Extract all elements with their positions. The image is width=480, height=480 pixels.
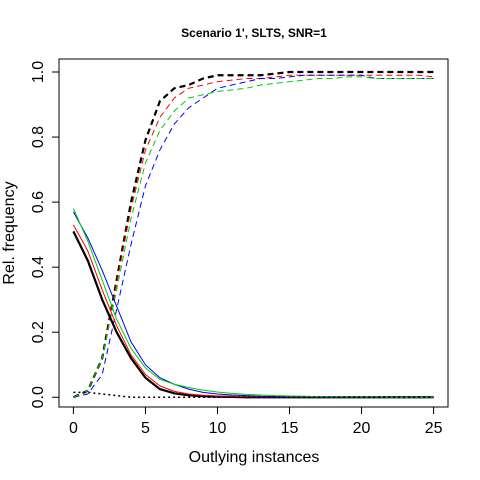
series-line-3	[73, 74, 434, 398]
x-tick-label: 5	[141, 420, 150, 437]
x-axis: 0 5 10 15 20 25	[69, 406, 443, 437]
x-axis-label: Outlying instances	[189, 449, 320, 466]
y-tick-label: 1.0	[30, 61, 47, 83]
y-tick-label: 0.4	[30, 256, 47, 278]
series-line-6	[72, 224, 434, 398]
y-tick-label: 0.0	[30, 386, 47, 408]
chart-title: Scenario 1', SLTS, SNR=1	[181, 26, 327, 40]
y-axis-label: Rel. frequency	[1, 181, 18, 284]
series-line-7	[72, 211, 434, 398]
series-line-4	[73, 76, 434, 398]
series-line-2	[73, 74, 434, 398]
series-layer	[72, 70, 434, 399]
y-tick-label: 0.8	[30, 126, 47, 148]
series-line-9	[73, 391, 434, 398]
x-tick-label: 10	[209, 420, 227, 437]
series-line-1	[72, 70, 434, 399]
y-axis: 0.0 0.2 0.4 0.6 0.8 1.0	[30, 61, 60, 408]
y-tick-label: 0.6	[30, 191, 47, 213]
x-tick-label: 15	[281, 420, 299, 437]
y-tick-label: 0.2	[30, 321, 47, 343]
series-line-5	[72, 230, 434, 399]
x-tick-label: 25	[425, 420, 443, 437]
plot-frame	[58, 58, 449, 408]
x-tick-label: 0	[69, 420, 78, 437]
x-tick-label: 20	[353, 420, 371, 437]
